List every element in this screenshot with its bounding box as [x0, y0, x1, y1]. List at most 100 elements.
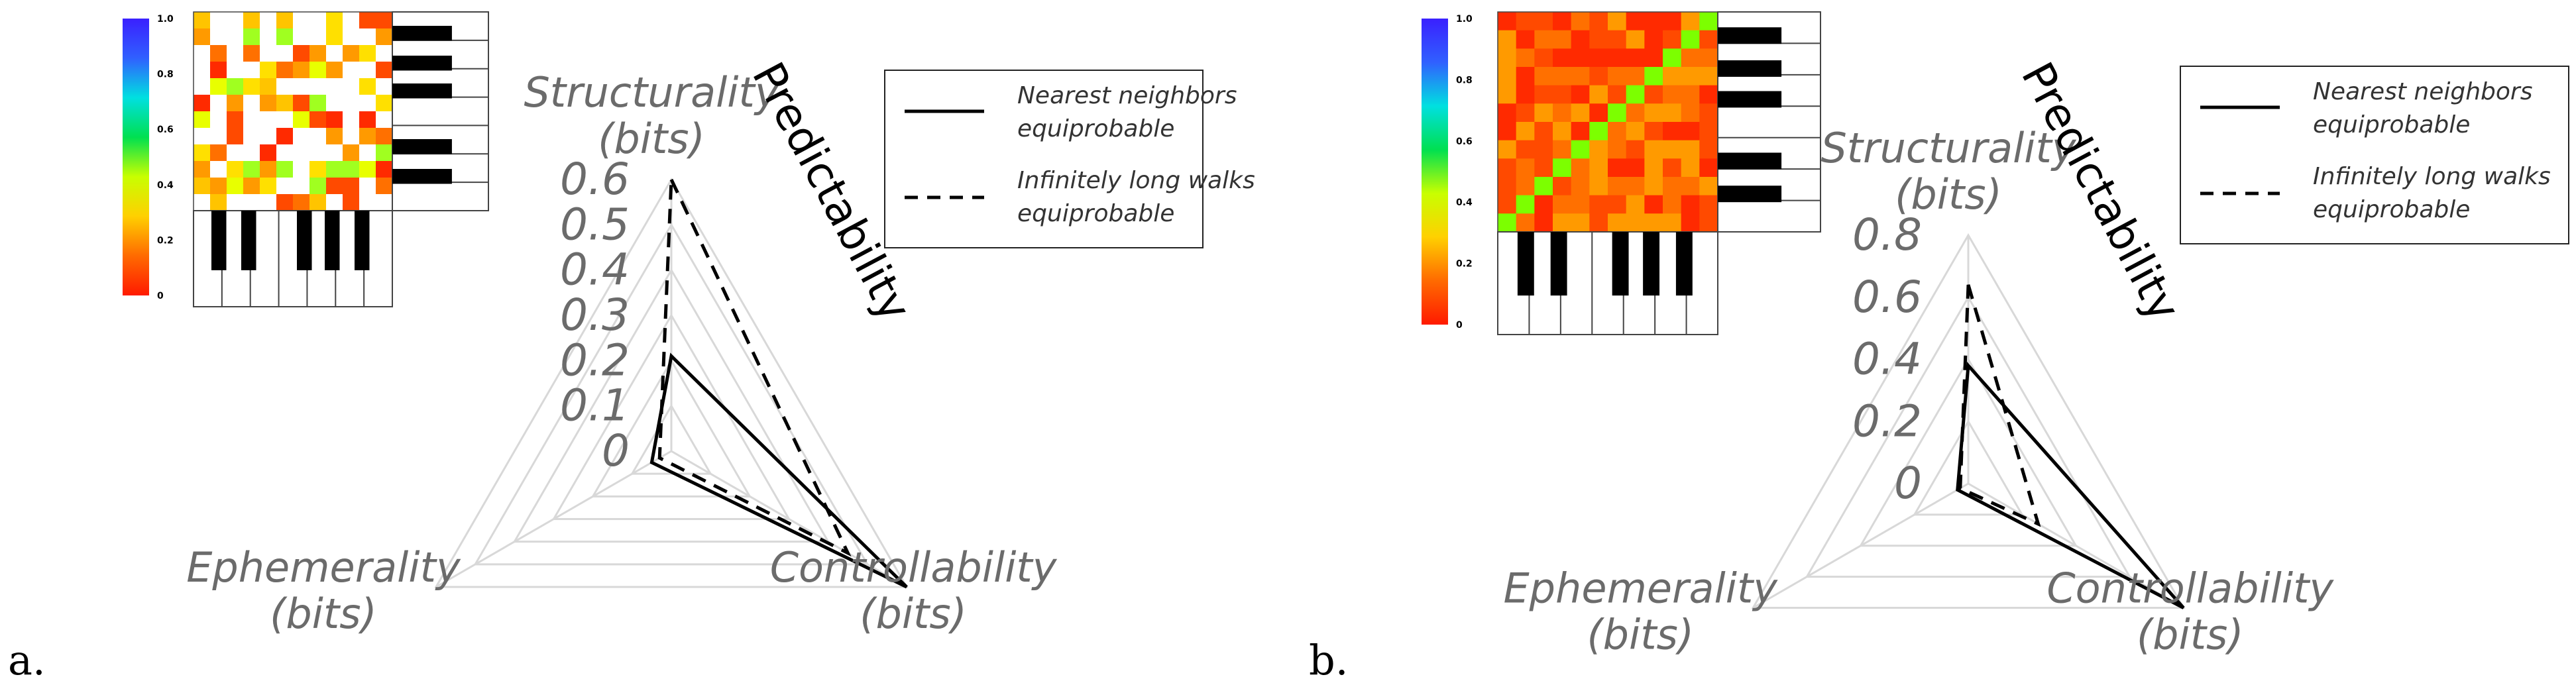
matrix-cell — [343, 78, 360, 95]
matrix-cell — [210, 78, 227, 95]
matrix-cell — [1516, 177, 1535, 196]
axis-unit-structurality: (bits) — [1895, 170, 2002, 219]
matrix-cell — [1608, 85, 1627, 104]
matrix-cell — [1571, 213, 1590, 233]
matrix-cell — [326, 45, 343, 62]
matrix-cell — [1589, 67, 1608, 86]
axis-unit-ephemerality: (bits) — [1587, 611, 1694, 659]
matrix-cell — [260, 28, 277, 46]
keyboard-black-key — [1612, 232, 1629, 296]
matrix-cell — [276, 12, 294, 29]
legend-entry-solid-line1: Nearest neighbors — [2313, 78, 2532, 105]
matrix-cell — [1571, 85, 1590, 104]
matrix-cell — [227, 78, 244, 95]
legend-entry-solid-line2: equiprobable — [1017, 115, 1174, 142]
keyboard-black-key — [1718, 60, 1782, 77]
matrix-cell — [210, 95, 227, 112]
matrix-cell — [293, 161, 310, 178]
matrix-cell — [1589, 12, 1608, 31]
tick-label: 0.6 — [1852, 272, 1922, 323]
matrix-cell — [194, 178, 211, 195]
axis-unit-controllability: (bits) — [860, 590, 967, 638]
matrix-cell — [376, 194, 393, 211]
legend: Nearest neighbors equiprobable Infinitely … — [2180, 66, 2569, 244]
matrix-cell — [376, 111, 393, 129]
colorbar — [123, 19, 149, 295]
keyboard-black-key — [1643, 232, 1660, 296]
matrix-cell — [1663, 30, 1682, 49]
keyboard-black-key — [325, 211, 340, 270]
colorbar-tick-label: 0.2 — [1456, 259, 1473, 270]
matrix-cell — [326, 78, 343, 95]
colorbar-tick-label: 1.0 — [157, 14, 174, 25]
axis-unit-structurality: (bits) — [598, 115, 705, 163]
matrix-cell — [1699, 122, 1718, 141]
matrix-cell — [1681, 195, 1700, 214]
matrix-cell — [359, 95, 376, 112]
matrix-cell — [376, 178, 393, 195]
matrix-cell — [1534, 158, 1553, 178]
matrix-cell — [309, 161, 327, 178]
matrix-cell — [260, 12, 277, 29]
matrix-cell — [1516, 158, 1535, 178]
matrix-cell — [1663, 103, 1682, 123]
matrix-cell — [260, 128, 277, 145]
grid-ring — [551, 313, 791, 520]
axis-title-ephemerality: Ephemerality — [186, 543, 461, 592]
matrix-cell — [1681, 48, 1700, 68]
matrix-cell — [1553, 30, 1572, 49]
matrix-cell — [227, 128, 244, 145]
matrix-cell — [1663, 177, 1682, 196]
matrix-cell — [1699, 213, 1718, 233]
matrix-cell — [1608, 158, 1627, 178]
colorbar — [1422, 19, 1448, 325]
matrix-cell — [260, 45, 277, 62]
matrix-cell — [1699, 12, 1718, 31]
matrix-cell — [243, 144, 260, 162]
matrix-cell — [1589, 177, 1608, 196]
keyboard-black-key — [392, 139, 452, 154]
colorbar-tick-label: 0 — [157, 291, 164, 301]
matrix-cell — [1571, 140, 1590, 159]
matrix-cell — [1699, 140, 1718, 159]
matrix-cell — [359, 45, 376, 62]
matrix-cell — [1681, 140, 1700, 159]
matrix-cell — [1626, 177, 1645, 196]
tick-label: 0.4 — [1852, 334, 1922, 385]
tick-label: 0.4 — [560, 244, 630, 295]
matrix-cell — [1571, 122, 1590, 141]
matrix-cell — [1516, 67, 1535, 86]
matrix-cell — [1681, 30, 1700, 49]
matrix-cell — [1571, 30, 1590, 49]
matrix-cell — [1626, 12, 1645, 31]
matrix-cell — [1699, 103, 1718, 123]
matrix-cell — [359, 128, 376, 145]
matrix-cell — [1626, 140, 1645, 159]
matrix-cell — [326, 161, 343, 178]
colorbar-tick-label: 0.4 — [157, 180, 174, 191]
matrix-cell — [1534, 140, 1553, 159]
matrix-cell — [343, 128, 360, 145]
matrix-cell — [1498, 103, 1517, 123]
legend-entry-solid-line1: Nearest neighbors — [1017, 82, 1237, 109]
matrix-cell — [194, 95, 211, 112]
colorbar-tick-label: 1.0 — [1456, 14, 1473, 25]
matrix-cell — [276, 45, 294, 62]
matrix-cell — [309, 28, 327, 46]
tick-label: 0 — [1894, 458, 1922, 509]
matrix-cell — [1571, 67, 1590, 86]
keyboard-black-key — [392, 169, 452, 184]
matrix-cell — [293, 45, 310, 62]
matrix-cell — [293, 178, 310, 195]
panel-label: a. — [8, 636, 46, 683]
matrix-cell — [1534, 103, 1553, 123]
matrix-cell — [293, 144, 310, 162]
matrix-cell — [1681, 85, 1700, 104]
matrix-cell — [227, 194, 244, 211]
grid-ring — [1913, 419, 2024, 516]
colorbar-tick-label: 0.6 — [157, 125, 174, 135]
legend-entry-solid-line2: equiprobable — [2313, 111, 2470, 138]
keyboard-black-key — [355, 211, 370, 270]
matrix-cell — [243, 78, 260, 95]
